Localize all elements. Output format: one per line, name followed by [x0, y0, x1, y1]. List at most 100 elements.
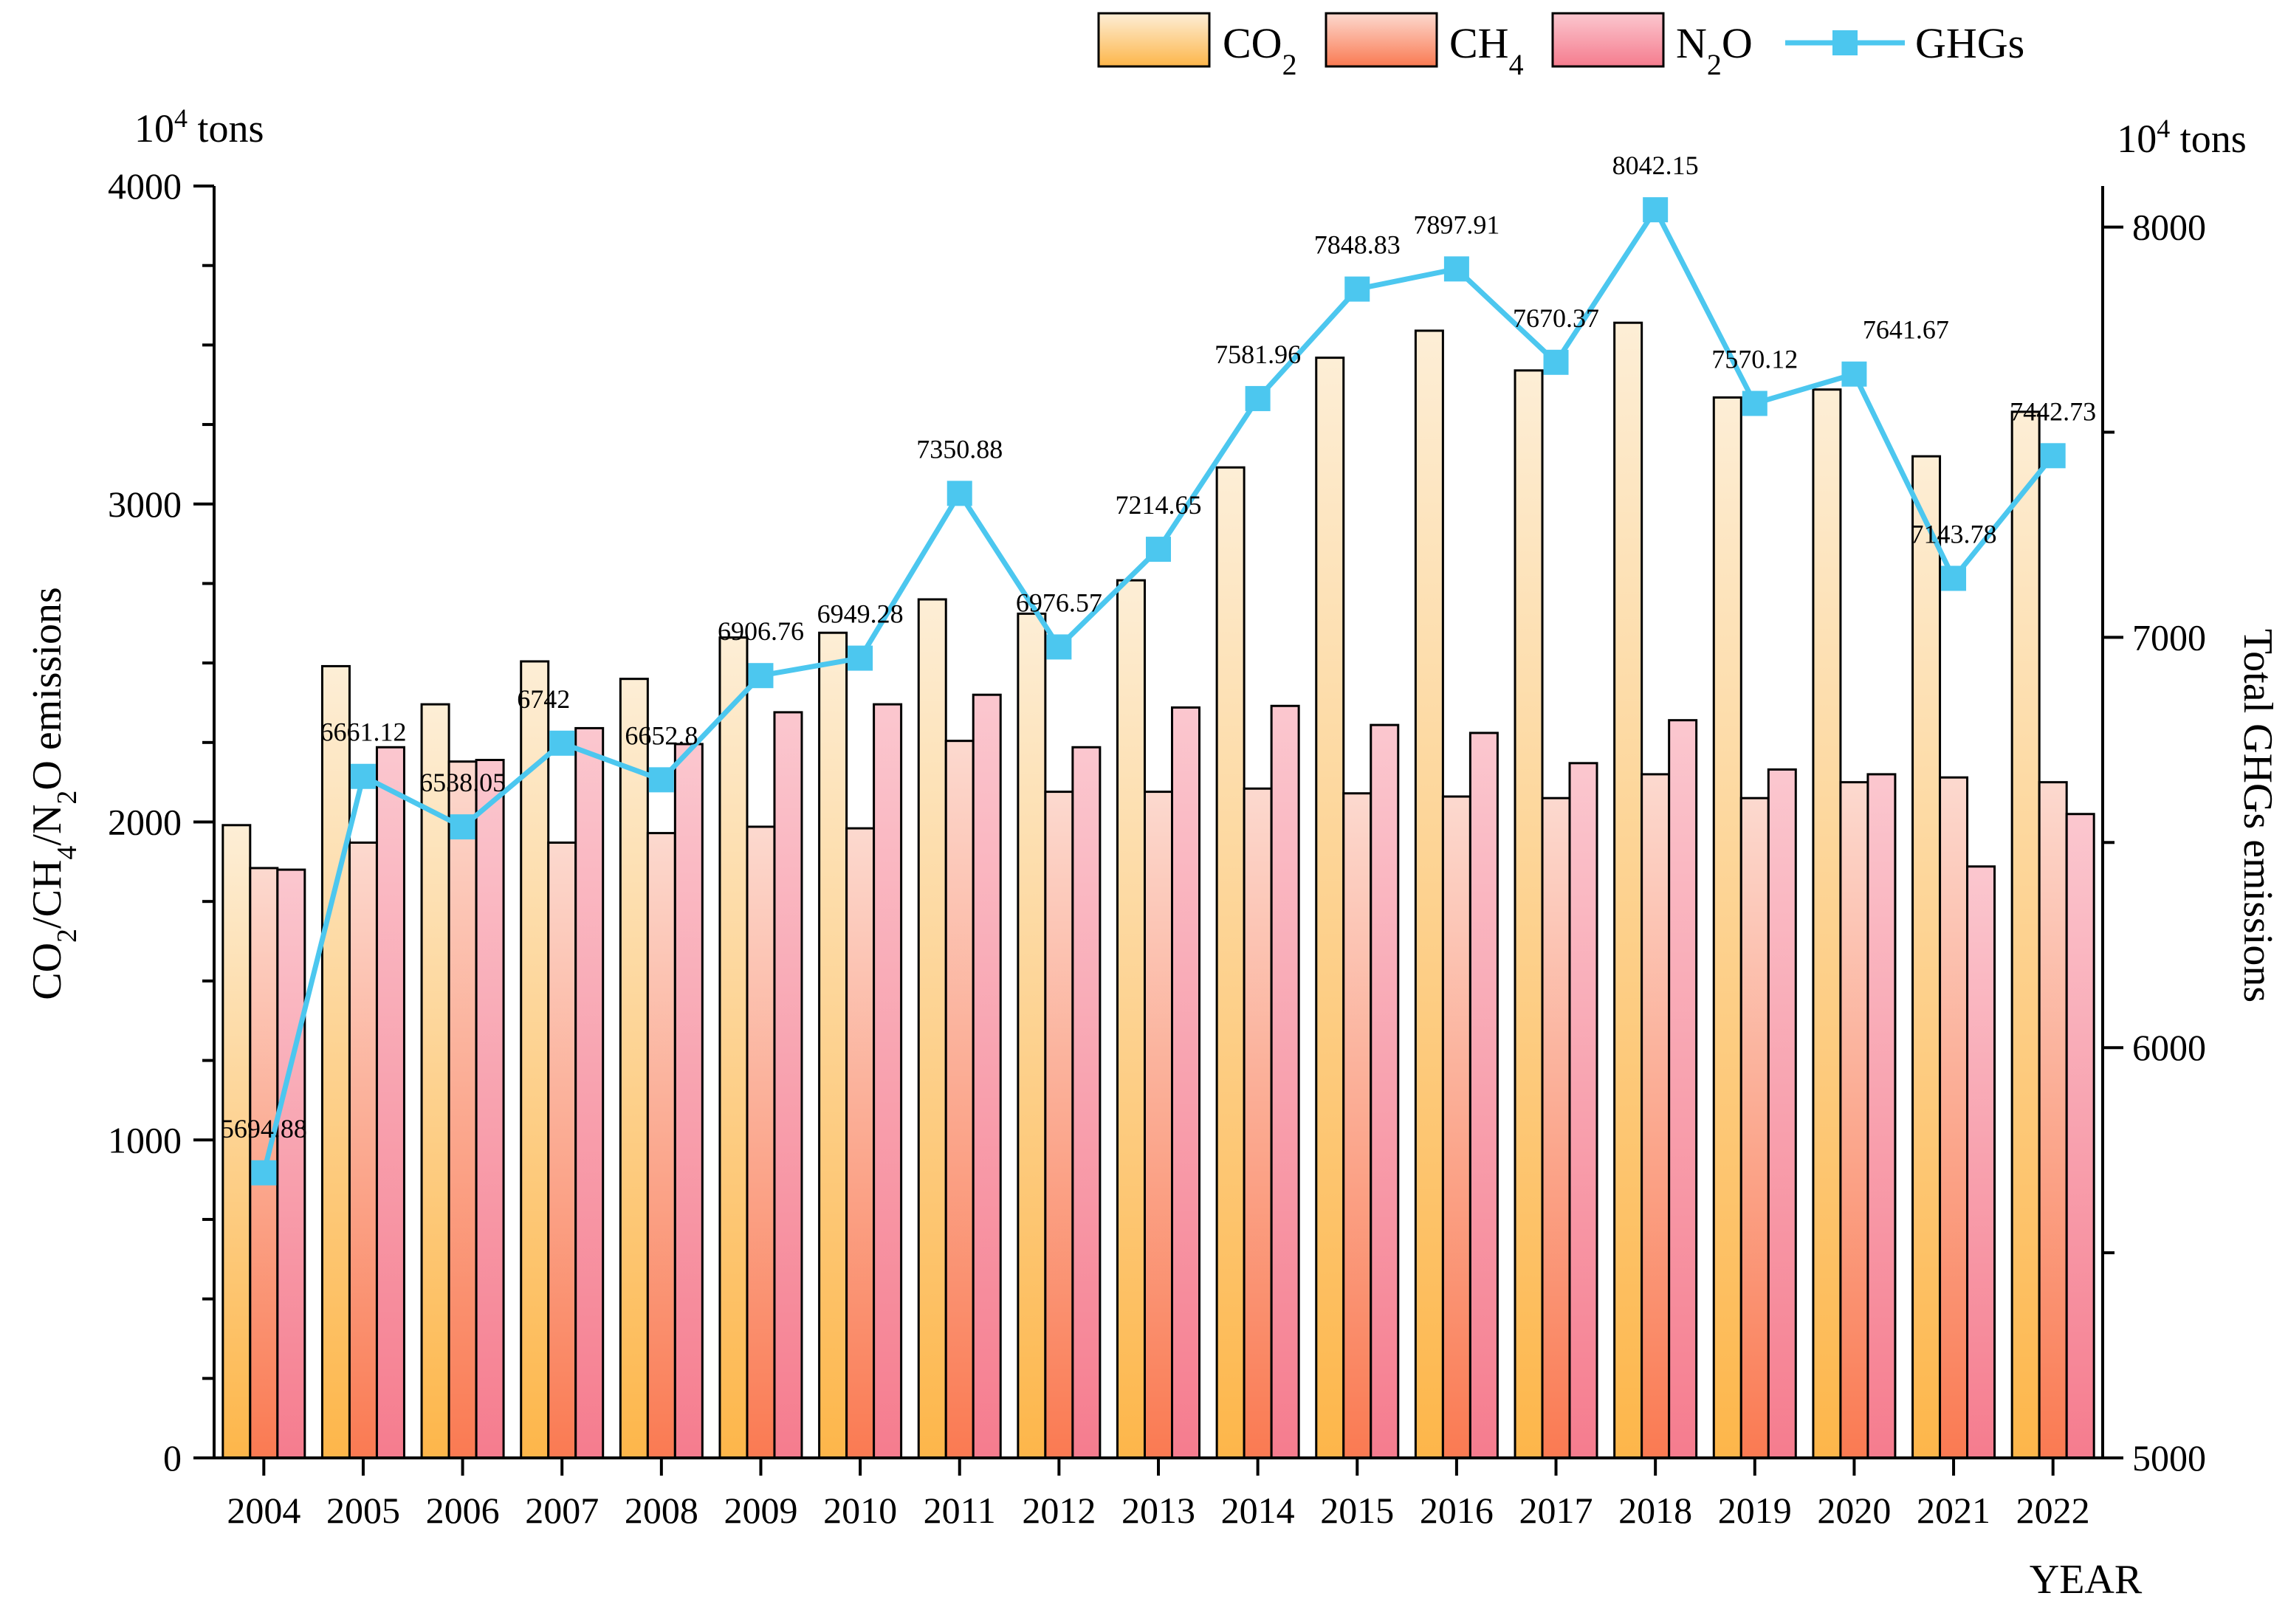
ghgs-data-label-2018: 8042.15	[1612, 151, 1699, 180]
line-layer	[251, 197, 2066, 1186]
x-tick-label-2012: 2012	[1022, 1490, 1096, 1531]
ghgs-data-label-2009: 6906.76	[718, 616, 804, 646]
bar-ch4-2007	[547, 841, 577, 1459]
bar-n2o-2017	[1568, 762, 1598, 1459]
ghgs-marker-2010	[848, 645, 873, 671]
bar-n2o-2004	[276, 868, 306, 1459]
x-tick-label-2017: 2017	[1519, 1490, 1593, 1531]
bar-ch4-2012	[1044, 791, 1074, 1459]
legend-label-ghgs: GHGs	[1915, 19, 2024, 67]
bar-n2o-2011	[972, 693, 1002, 1459]
bar-co2-2019	[1712, 396, 1742, 1459]
legend-label-co2: CO2	[1223, 19, 1297, 81]
left-tick-label: 3000	[108, 484, 182, 525]
bar-ch4-2011	[944, 740, 975, 1459]
bar-ch4-2006	[447, 760, 478, 1459]
bar-n2o-2018	[1668, 719, 1698, 1459]
ghgs-data-label-2011: 7350.88	[916, 434, 1003, 464]
bar-ch4-2005	[348, 841, 378, 1459]
bar-ch4-2017	[1541, 796, 1571, 1459]
ghgs-marker-2012	[1046, 634, 1072, 660]
ghgs-marker-2004	[251, 1160, 277, 1186]
bar-n2o-2016	[1468, 732, 1499, 1459]
bar-co2-2009	[718, 636, 749, 1459]
bar-ch4-2015	[1342, 792, 1373, 1459]
ghgs-marker-2021	[1941, 565, 1967, 591]
right-unit-label: 104 tons	[2117, 114, 2247, 161]
x-tick-label-2005: 2005	[326, 1490, 400, 1531]
legend-swatch-co2	[1097, 12, 1211, 68]
bar-ch4-2021	[1939, 776, 1969, 1459]
bar-co2-2016	[1414, 329, 1444, 1459]
bar-co2-2021	[1911, 455, 1942, 1459]
ghgs-marker-2016	[1443, 256, 1469, 282]
left-tick-label: 0	[163, 1437, 182, 1479]
legend-marker-ghgs	[1832, 30, 1858, 55]
legend-swatch-n2o	[1551, 12, 1665, 68]
bar-co2-2014	[1215, 466, 1246, 1459]
x-tick-label-2019: 2019	[1718, 1490, 1792, 1531]
bar-ch4-2014	[1243, 787, 1273, 1459]
left-tick-label: 1000	[108, 1119, 182, 1160]
legend-label-ch4: CH4	[1449, 19, 1524, 81]
ghgs-marker-2008	[648, 767, 674, 793]
ghgs-data-label-2016: 7897.91	[1413, 210, 1499, 239]
bar-co2-2022	[2010, 410, 2041, 1459]
bar-co2-2020	[1812, 388, 1842, 1459]
bar-n2o-2009	[773, 711, 803, 1459]
x-tick-label-2021: 2021	[1917, 1490, 1990, 1531]
ghgs-marker-2019	[1742, 390, 1767, 416]
ghgs-data-label-2022: 7442.73	[2010, 396, 2096, 426]
x-tick-label-2020: 2020	[1817, 1490, 1891, 1531]
bar-n2o-2022	[2065, 813, 2095, 1459]
bar-n2o-2014	[1270, 704, 1300, 1459]
ghgs-marker-2005	[350, 763, 376, 789]
bar-ch4-2020	[1839, 781, 1869, 1459]
x-axis-title: YEAR	[2030, 1557, 2143, 1603]
bar-co2-2005	[320, 664, 351, 1459]
legend: CO2 CH4 N2O GHGs	[1097, 12, 2024, 81]
legend-label-n2o: N2O	[1676, 19, 1753, 81]
ghgs-marker-2022	[2040, 443, 2066, 469]
ghgs-data-label-2007: 6742	[517, 684, 570, 714]
legend-swatch-ch4	[1325, 12, 1438, 68]
bar-n2o-2007	[574, 726, 605, 1459]
x-tick-label-2011: 2011	[924, 1490, 996, 1531]
ghgs-marker-2011	[947, 481, 972, 506]
ghgs-data-label-2020: 7641.67	[1863, 315, 1949, 345]
left-tick-label: 4000	[108, 165, 182, 207]
bar-ch4-2019	[1739, 796, 1770, 1459]
ghgs-data-label-2015: 7848.83	[1314, 230, 1401, 260]
right-tick-label: 6000	[2132, 1027, 2206, 1068]
bar-n2o-2005	[375, 746, 405, 1459]
x-tick-label-2022: 2022	[2016, 1490, 2090, 1531]
bar-ch4-2013	[1144, 791, 1173, 1459]
ghgs-marker-2017	[1543, 349, 1569, 375]
ghgs-data-label-2021: 7143.78	[1911, 519, 1997, 548]
ghgs-data-label-2005: 6661.12	[320, 718, 406, 747]
ghgs-data-label-2006: 6538.05	[419, 768, 506, 797]
ghgs-data-label-2014: 7581.96	[1215, 340, 1301, 369]
bar-n2o-2013	[1171, 706, 1200, 1459]
left-tick-label: 2000	[108, 802, 182, 843]
bar-co2-2010	[818, 631, 848, 1459]
x-tick-label-2016: 2016	[1420, 1490, 1494, 1531]
ghgs-marker-2009	[748, 663, 774, 689]
x-tick-label-2006: 2006	[426, 1490, 500, 1531]
x-tick-label-2008: 2008	[625, 1490, 698, 1531]
bar-co2-2015	[1315, 357, 1345, 1459]
bar-n2o-2008	[673, 743, 704, 1459]
ghgs-data-label-2010: 6949.28	[817, 599, 904, 629]
labels-layer: 5694.88 6661.12 6538.05 6742 6652.8 6906.76 69…	[221, 151, 2096, 1143]
bar-ch4-2010	[845, 827, 876, 1459]
bar-co2-2013	[1116, 579, 1146, 1459]
bar-n2o-2020	[1866, 773, 1897, 1459]
ghgs-marker-2018	[1643, 197, 1669, 223]
right-axis-title: Total GHGs emissions	[2235, 629, 2281, 1002]
ghgs-data-label-2008: 6652.8	[625, 720, 698, 750]
axes-layer: 0 1000 2000 3000 4000 5000 6000 7000 8000 2004 200…	[24, 103, 2281, 1603]
ghgs-data-label-2019: 7570.12	[1711, 345, 1798, 374]
ghgs-marker-2015	[1344, 276, 1370, 302]
x-tick-label-2004: 2004	[227, 1490, 300, 1531]
